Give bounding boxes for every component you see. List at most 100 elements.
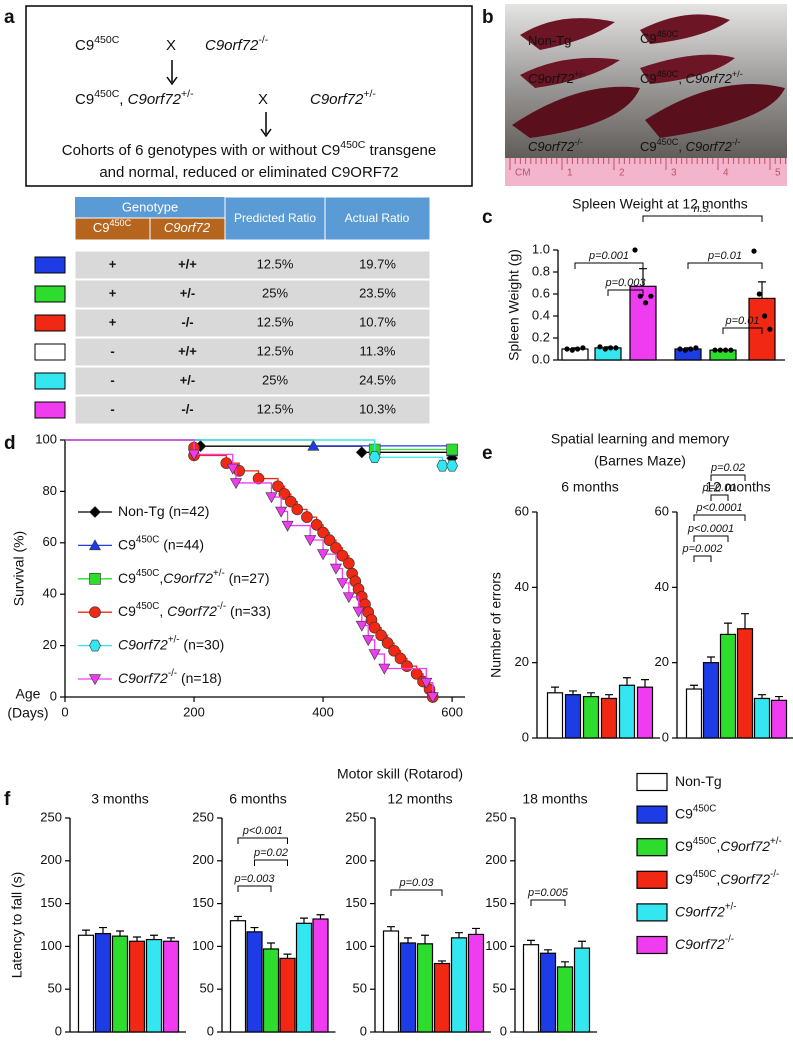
text-run: C9 [93,220,110,235]
table-cell: + [109,256,117,271]
panel-label: f [4,789,11,810]
y-tick-label: 200 [485,852,507,867]
data-point [762,313,768,319]
y-tick-label: 20 [655,654,669,669]
panel-label: b [482,7,494,28]
table-row [74,366,431,396]
genotype-swatch [34,314,66,332]
y-tick-label: 0.2 [532,329,550,344]
y-tick-label: 250 [485,809,507,824]
bar [111,935,129,1033]
y-tick-label: 60 [43,534,57,549]
marker [291,503,304,516]
y-tick-label: 250 [192,809,214,824]
text-run: -/- [725,934,734,945]
text-run: Non-Tg (n=42) [118,503,209,519]
legend-label: C9450C,C9orf72+/- [675,836,782,854]
p-value: n.s. [694,203,712,215]
y-tick-label: 100 [40,938,62,953]
data-point [688,346,694,352]
significance-bracket [710,494,729,501]
bar [636,686,654,739]
legend-label: Non-Tg (n=42) [118,503,209,519]
bar [618,684,636,739]
error-bar [758,281,766,299]
text-run: C9orf72 [720,871,770,887]
text-run: C9orf72 [128,91,182,108]
marker [226,463,239,475]
photo-label: Non-Tg [528,33,571,48]
legend-label: C9orf72+/- [675,901,737,919]
marker [355,620,368,632]
table-cell: 10.3% [359,401,396,416]
bar [556,966,574,1033]
diagram-caption: Cohorts of 6 genotypes with or without C… [62,139,437,159]
p-value: p=0.002 [681,543,722,555]
significance-bracket [237,837,288,844]
y-tick-label: 100 [485,938,507,953]
bar [229,920,247,1033]
bar [416,943,434,1033]
error-bar [527,939,535,945]
table-header: C9450C [93,218,132,235]
significance-bracket [237,885,272,892]
data-point [751,248,757,254]
significance-bracket [710,474,746,481]
error-bar [690,684,698,690]
chart-subtitle: 3 months [91,791,149,807]
error-bar [167,937,175,942]
bar [162,940,180,1033]
marker [375,629,387,642]
data-point [767,326,773,332]
table-cell: 11.3% [360,343,396,358]
text-run: , [678,139,685,154]
error-bar [623,677,631,686]
marker [188,449,201,461]
legend-swatch [636,870,668,889]
ruler-ticks [509,158,787,170]
y-tick-label: 200 [192,852,214,867]
marker [426,692,439,704]
text-run: -/- [258,34,268,46]
marker [420,677,433,689]
chart-subtitle: 12 months [705,479,770,495]
text-run: 450C [136,534,159,545]
arrow-head [166,76,178,86]
marker [281,520,294,532]
genotype-swatch [34,256,66,274]
ruler-label: 3 [671,168,677,179]
significance-bracket [607,289,644,296]
table-cell: + [109,285,117,300]
bar [582,695,600,739]
y-tick-label: 0.6 [532,285,550,300]
bar [736,628,754,739]
error-bar [133,936,141,942]
error-bar [569,690,577,695]
marker [88,539,102,551]
p-value: p=0.01 [707,250,742,262]
marker [378,663,391,675]
text-run: C9 [321,142,340,159]
ruler-label: CM [515,168,531,179]
significance-bracket [687,262,763,269]
p-value: p=0.003 [604,277,646,289]
data-point [608,345,614,351]
x-tick-label: 200 [183,704,205,719]
data-point [643,300,649,306]
spleen [520,18,615,50]
ruler [505,158,787,186]
data-point [564,346,570,352]
text-run: C9 [675,838,693,854]
legend-label: C9orf72+/- (n=30) [118,635,224,653]
panel-label: c [482,207,493,228]
text-run: C9 [675,805,693,821]
text-run: Non-Tg [675,773,722,789]
bar [719,633,737,739]
table-header: Actual Ratio [345,211,410,225]
marker [343,557,355,570]
significance-bracket [390,889,443,896]
y-tick-label: 100 [192,938,214,953]
y-tick-label: 40 [43,586,57,601]
text-run: , [159,570,163,586]
table-cell: 19.7% [359,256,396,271]
